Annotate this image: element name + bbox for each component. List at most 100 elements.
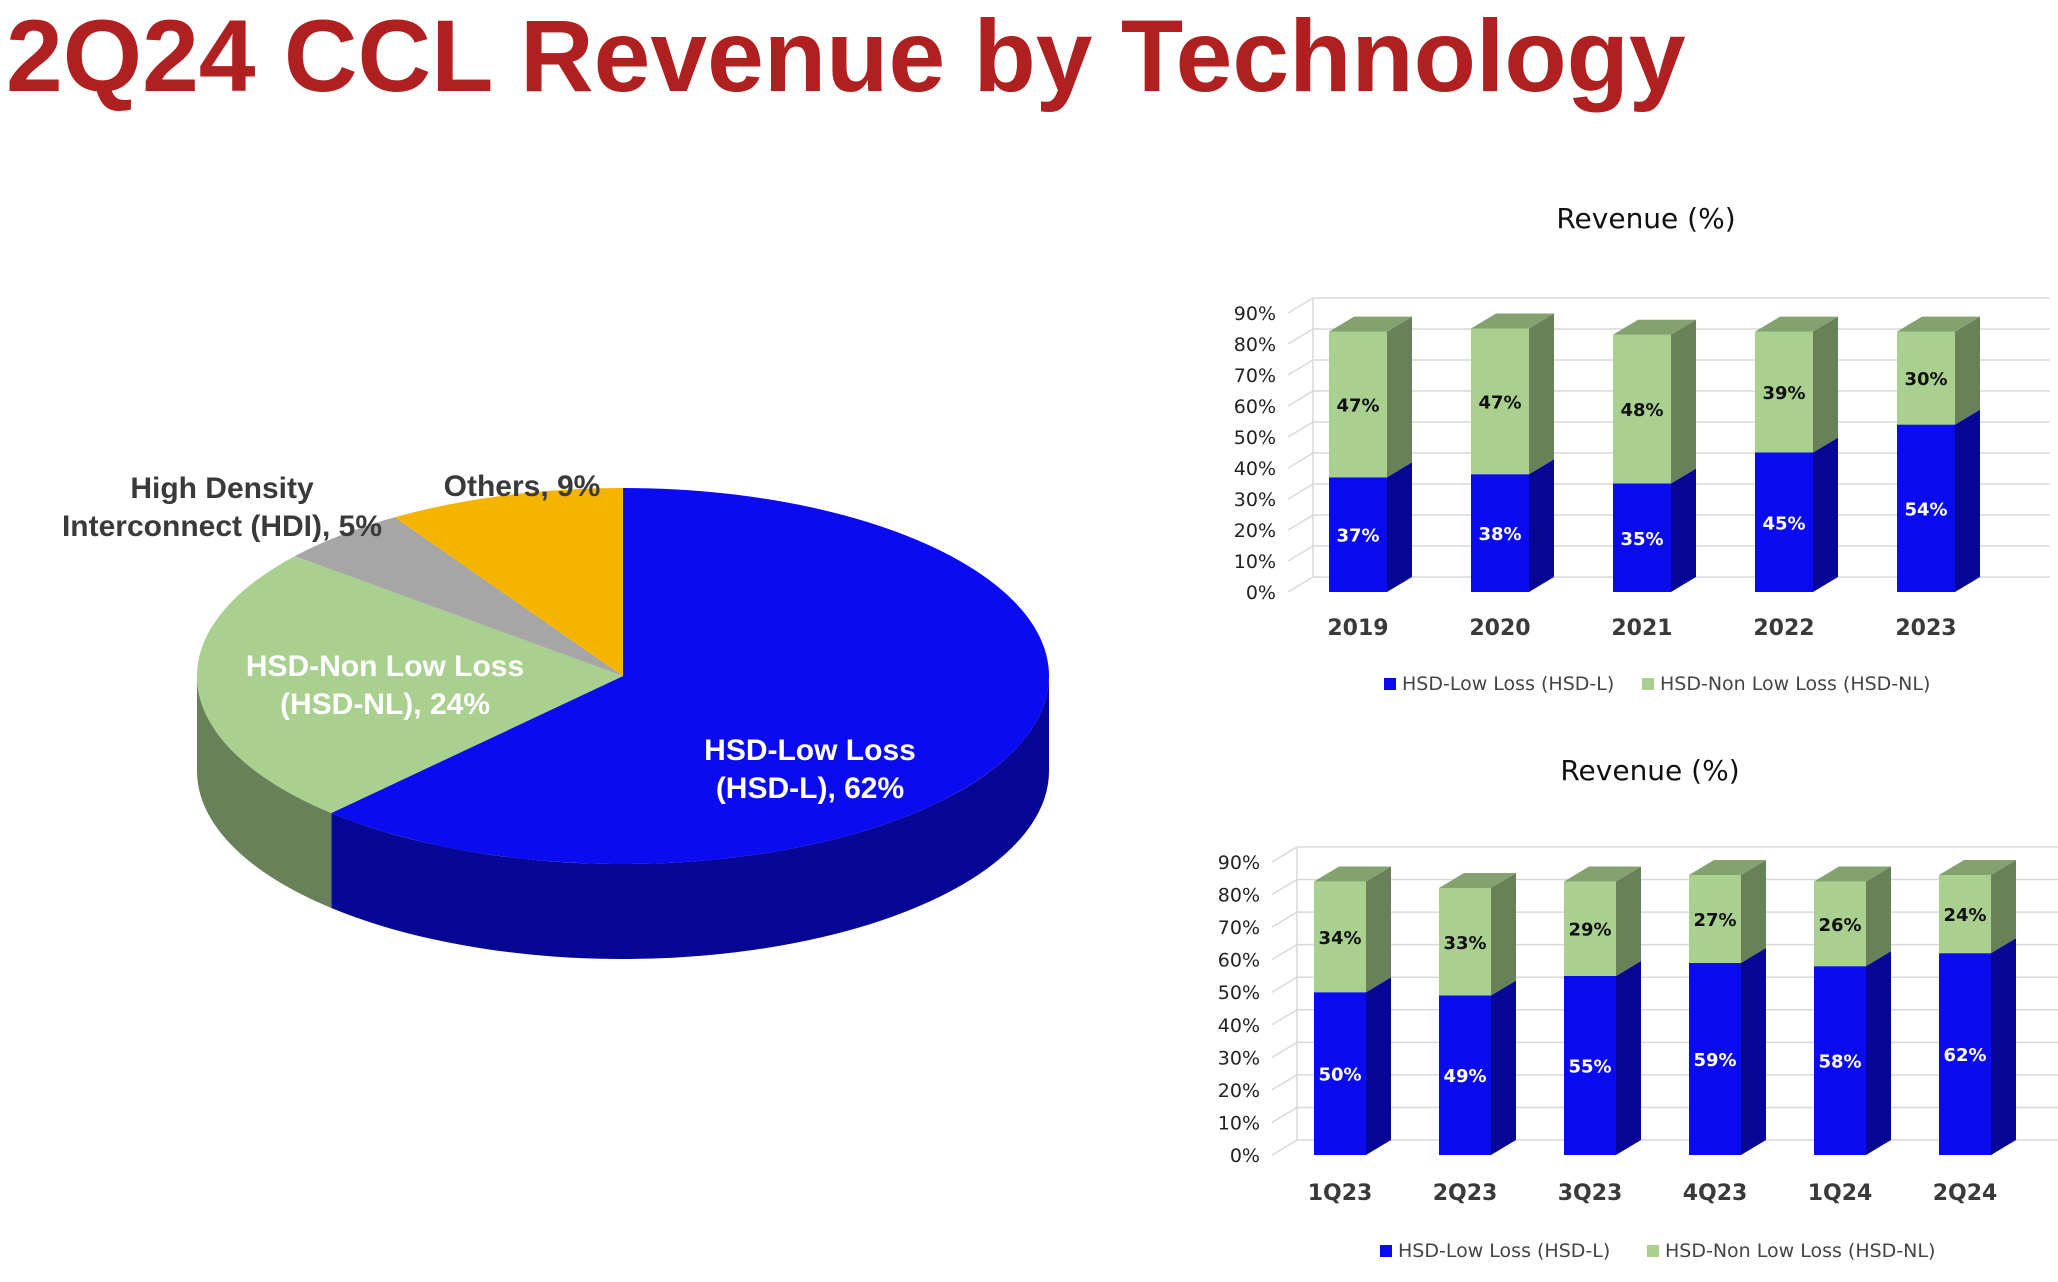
bar-side (1866, 866, 1891, 967)
legend-swatch (1384, 678, 1396, 690)
x-tick-label: 4Q23 (1683, 1181, 1748, 1206)
data-label: 33% (1443, 933, 1486, 954)
y-tick-label: 60% (1218, 950, 1260, 972)
bar-top (1814, 866, 1891, 882)
bar-side (1955, 316, 1980, 425)
bar-segment (1329, 477, 1387, 592)
bar-top (1439, 873, 1516, 889)
pie-label: HSD-Low Loss (HSD-L), 62% (704, 734, 916, 805)
x-tick-label: 3Q23 (1558, 1181, 1623, 1206)
x-tick-label: 1Q23 (1308, 1181, 1373, 1206)
legend-label: HSD-Low Loss (HSD-L) (1402, 673, 1614, 695)
bar-segment (1439, 995, 1491, 1155)
bar-side (1529, 459, 1554, 592)
gridline (1271, 1139, 1298, 1156)
x-tick-label: 2Q24 (1933, 1181, 1998, 1206)
bar-segment (1689, 875, 1741, 963)
bar-side (1813, 316, 1838, 453)
page-title: 2Q24 CCL Revenue by Technology (6, 0, 1686, 113)
y-tick-label: 70% (1234, 365, 1276, 387)
data-label: 35% (1620, 529, 1663, 550)
gridline (1287, 545, 1314, 562)
data-label: 39% (1762, 383, 1805, 404)
bar-segment (1613, 483, 1671, 592)
bar-segment (1471, 328, 1529, 475)
chart-title: Revenue (%) (1556, 202, 1735, 235)
pie-slice-side (197, 676, 332, 909)
bar-segment (1939, 953, 1991, 1155)
bar-side (1991, 938, 2016, 1155)
gridline (1271, 1009, 1298, 1026)
x-tick-label: 2020 (1469, 616, 1530, 641)
gridline (1287, 328, 1314, 345)
bar-side (1741, 860, 1766, 963)
y-tick-label: 60% (1234, 396, 1276, 418)
y-tick-label: 20% (1218, 1080, 1260, 1102)
data-label: 24% (1943, 905, 1986, 926)
data-label: 37% (1336, 526, 1379, 547)
pie-label: HSD-Non Low Loss (HSD-NL), 24% (246, 650, 524, 721)
bar-side (1491, 873, 1516, 996)
data-label: 34% (1318, 928, 1361, 949)
bar-segment (1689, 962, 1741, 1155)
legend-label: HSD-Non Low Loss (HSD-NL) (1660, 673, 1930, 695)
bar-segment (1314, 992, 1366, 1155)
y-tick-label: 20% (1234, 520, 1276, 542)
y-tick-label: 50% (1218, 982, 1260, 1004)
x-tick-label: 2022 (1753, 616, 1814, 641)
bar-side (1616, 960, 1641, 1155)
gridline (1287, 390, 1314, 407)
bar-segment (1471, 474, 1529, 592)
pie-slice (196, 556, 623, 814)
bar-top (1939, 860, 2016, 876)
data-label: 50% (1318, 1065, 1361, 1086)
bar-side (1366, 977, 1391, 1155)
bar-side (1991, 860, 2016, 954)
bar-top (1755, 316, 1838, 332)
data-label: 58% (1818, 1052, 1861, 1073)
y-tick-label: 70% (1218, 917, 1260, 939)
bar-side (1491, 980, 1516, 1155)
legend-label: HSD-Non Low Loss (HSD-NL) (1665, 1240, 1935, 1262)
gridline (1271, 878, 1298, 896)
y-tick-label: 10% (1234, 551, 1276, 573)
bar-segment (1755, 331, 1813, 453)
gridline (1271, 944, 1298, 961)
bar-side (1741, 947, 1766, 1155)
bar-side (1671, 468, 1696, 592)
bar-segment (1439, 888, 1491, 996)
pie-slice (394, 488, 623, 676)
data-label: 38% (1478, 524, 1521, 545)
bar-segment (1897, 424, 1955, 592)
bar-top (1564, 866, 1641, 882)
legend-swatch (1642, 678, 1654, 690)
data-label: 29% (1568, 920, 1611, 941)
bar-segment (1755, 452, 1813, 592)
bar-side (1387, 462, 1412, 592)
y-tick-label: 0% (1246, 582, 1276, 604)
pie-label: High Density Interconnect (HDI), 5% (62, 472, 382, 543)
data-label: 47% (1478, 392, 1521, 413)
x-tick-label: 2023 (1895, 616, 1956, 641)
bar-segment (1814, 881, 1866, 967)
bar-segment (1314, 881, 1366, 993)
bar-side (1387, 316, 1412, 478)
gridline (1287, 359, 1314, 376)
bar-segment (1814, 966, 1866, 1155)
gridline (1271, 1074, 1298, 1091)
y-tick-label: 40% (1218, 1015, 1260, 1037)
gridline (1271, 976, 1298, 993)
data-label: 49% (1443, 1066, 1486, 1087)
bar-segment (1939, 875, 1991, 954)
data-label: 59% (1693, 1050, 1736, 1071)
gridline (1271, 1106, 1298, 1124)
bar-top (1689, 860, 1766, 876)
legend-swatch (1647, 1245, 1659, 1257)
gridline (1287, 483, 1314, 500)
x-tick-label: 2Q23 (1433, 1181, 1498, 1206)
gridline (1287, 297, 1314, 314)
bar-segment (1564, 975, 1616, 1155)
data-label: 26% (1818, 915, 1861, 936)
bar-side (1616, 866, 1641, 976)
